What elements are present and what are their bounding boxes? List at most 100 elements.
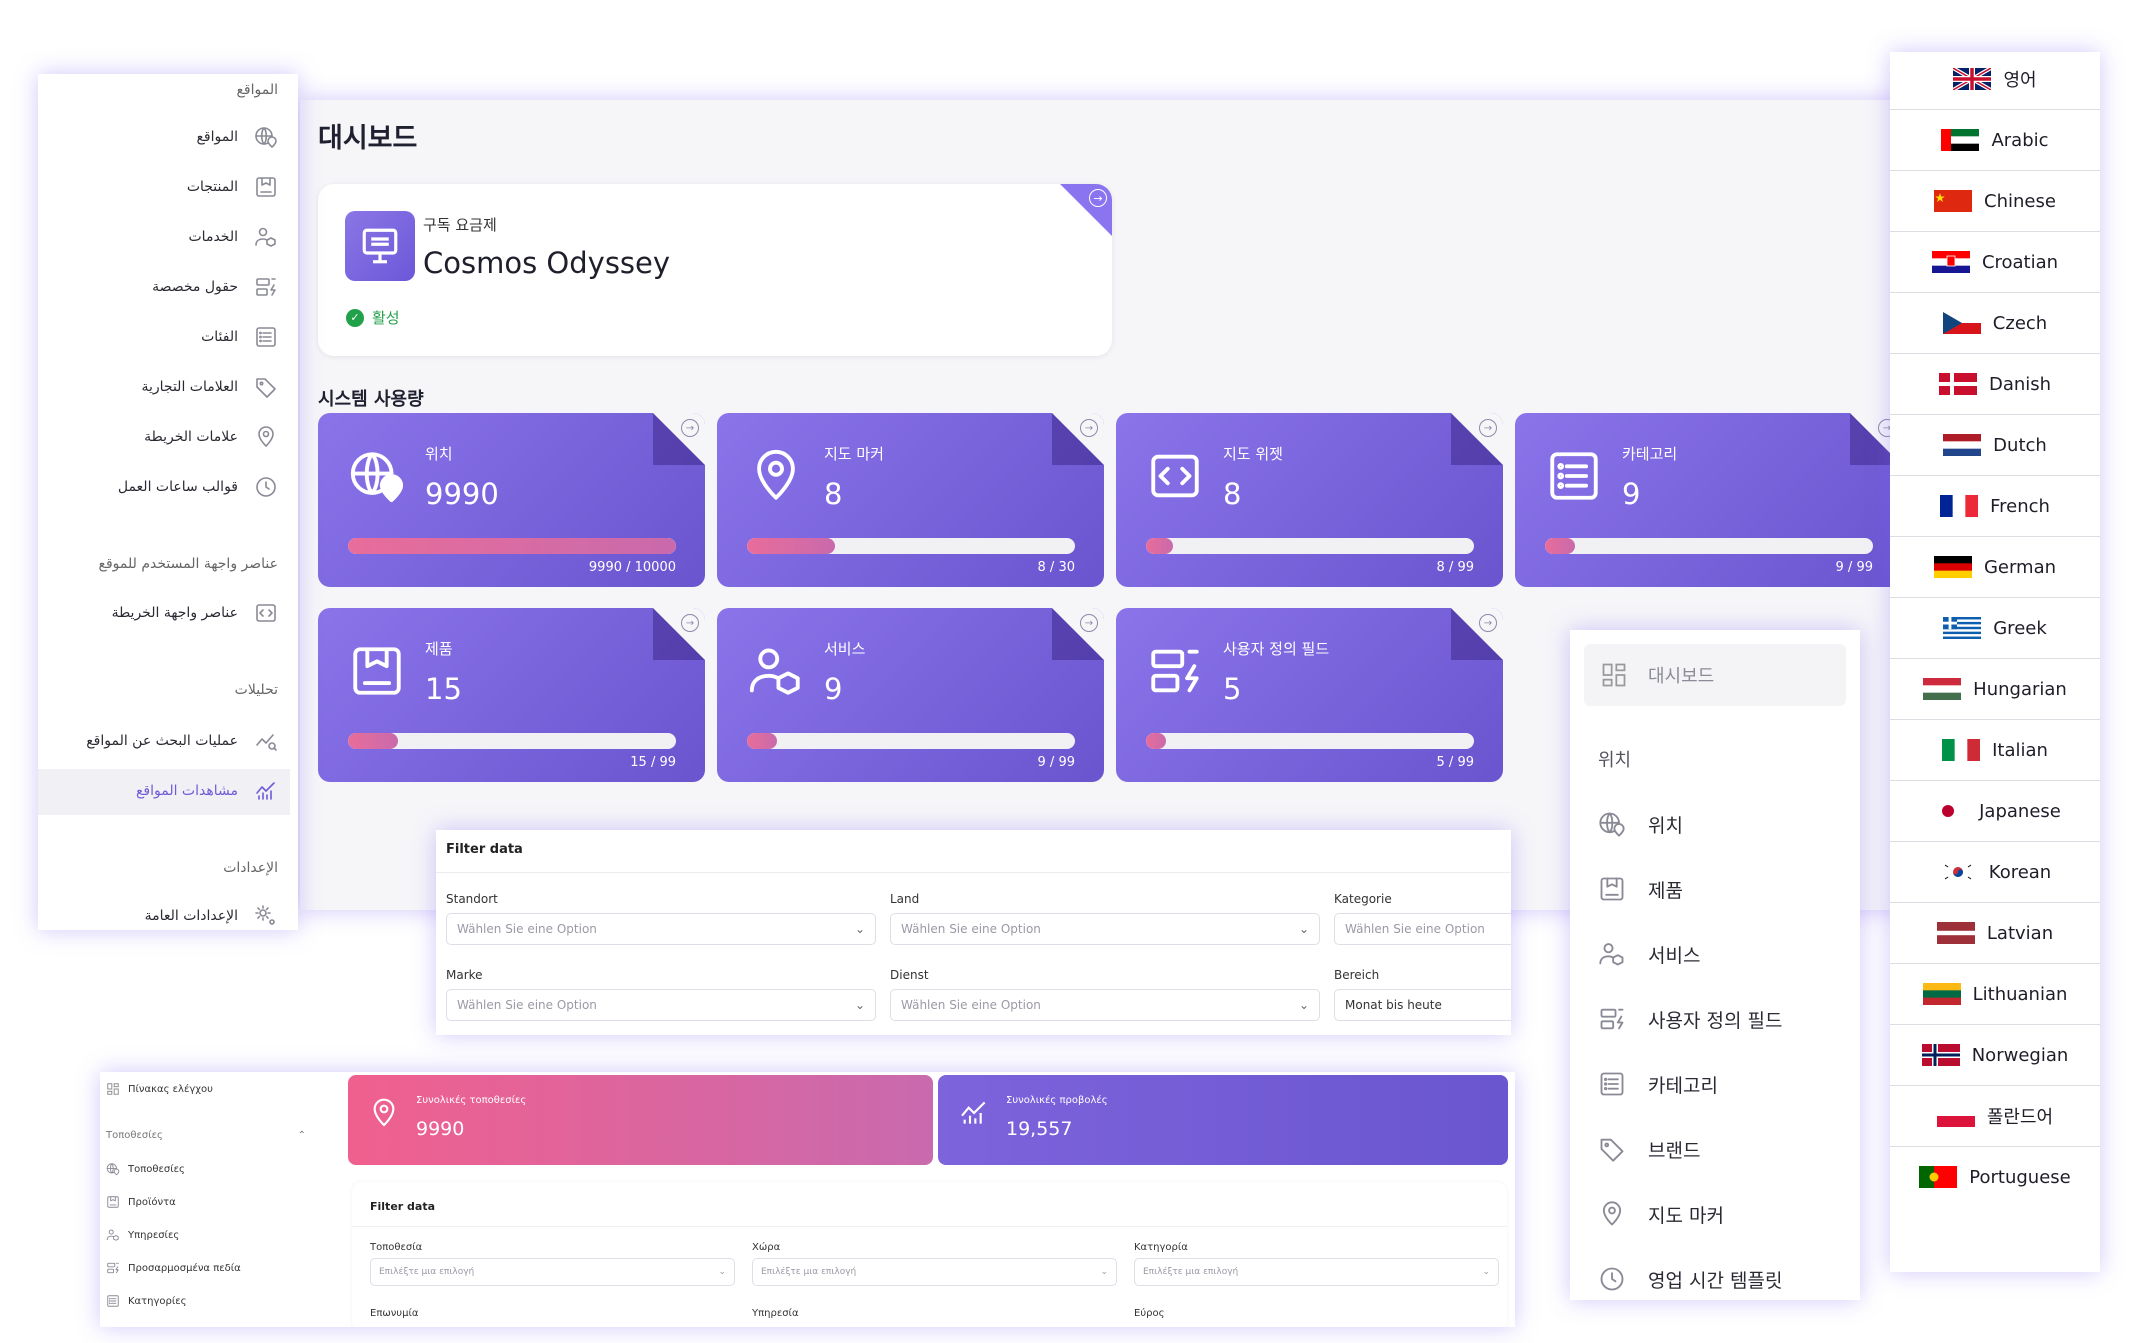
sidebar-item-label: Τοποθεσίες	[128, 1163, 185, 1175]
usage-card[interactable]: → 카테고리 9 9 / 99	[1515, 413, 1902, 587]
open-arrow-icon[interactable]: →	[1479, 614, 1497, 632]
language-selector: 영어 Arabic Chinese Croatian Czech Danish Dutch F…	[1890, 52, 2100, 1272]
usage-card[interactable]: → 지도 마커 8 8 / 30	[717, 413, 1104, 587]
total-views-card: Συνολικές προβολές 19,557	[938, 1075, 1508, 1165]
language-option-italy[interactable]: Italian	[1890, 726, 2100, 774]
language-option-china[interactable]: Chinese	[1890, 177, 2100, 225]
sidebar-item[interactable]: علامات الخريطة	[144, 425, 278, 449]
bereich-select[interactable]: Monat bis heute⌄	[1334, 989, 1511, 1021]
divider	[1890, 597, 2100, 598]
language-option-korea[interactable]: Korean	[1890, 848, 2100, 896]
sidebar-item[interactable]: الفئات	[201, 325, 278, 349]
netherlands-flag-icon	[1943, 434, 1982, 456]
usage-card[interactable]: → 제품 15 15 / 99	[318, 608, 705, 782]
open-arrow-icon[interactable]: →	[1080, 614, 1098, 632]
sidebar-item[interactable]: المنتجات	[187, 175, 278, 199]
open-arrow-icon[interactable]: →	[1479, 419, 1497, 437]
field-label: Bereich	[1334, 968, 1380, 982]
open-arrow-icon[interactable]: →	[1080, 419, 1098, 437]
usage-card[interactable]: → 사용자 정의 필드 5 5 / 99	[1116, 608, 1503, 782]
sidebar-item[interactable]: 지도 마커	[1598, 1200, 1724, 1228]
usage-card[interactable]: → 서비스 9 9 / 99	[717, 608, 1104, 782]
filter-location: Τοποθεσία Επιλέξτε μια επιλογή ⌄	[370, 1242, 735, 1286]
kategorie-select[interactable]: Wählen Sie eine Option⌄	[1334, 913, 1511, 945]
language-option-uae[interactable]: Arabic	[1890, 116, 2100, 164]
sidebar-item[interactable]: Προϊόντα	[106, 1195, 176, 1209]
language-option-lithuania[interactable]: Lithuanian	[1890, 970, 2100, 1018]
sidebar-item-dashboard[interactable]: Πίνακας ελέγχου	[106, 1082, 213, 1096]
sidebar-item[interactable]: 위치	[1598, 810, 1683, 838]
sidebar-item-label: مشاهدات المواقع	[135, 783, 238, 799]
uae-flag-icon	[1941, 129, 1980, 151]
usage-card[interactable]: → 위치 9990 9990 / 10000	[318, 413, 705, 587]
sidebar-item-dashboard[interactable]: 대시보드	[1584, 644, 1846, 706]
language-option-netherlands[interactable]: Dutch	[1890, 421, 2100, 469]
plan-icon	[359, 225, 401, 267]
dienst-select[interactable]: Wählen Sie eine Option ⌄	[890, 989, 1320, 1021]
sidebar-item[interactable]: Κατηγορίες	[106, 1294, 187, 1308]
card-fold	[1451, 608, 1503, 660]
sidebar-item[interactable]: عناصر واجهة الخريطة	[112, 601, 278, 625]
select-placeholder: Wählen Sie eine Option	[457, 998, 597, 1012]
open-plan-arrow-icon[interactable]: →	[1089, 189, 1107, 207]
usage-card[interactable]: → 지도 위젯 8 8 / 99	[1116, 413, 1503, 587]
sidebar-item[interactable]: الإعدادات العامة	[145, 904, 278, 928]
land-select[interactable]: Wählen Sie eine Option ⌄	[890, 913, 1320, 945]
language-option-germany[interactable]: German	[1890, 543, 2100, 591]
total-locations-card: Συνολικές τοποθεσίες 9990	[348, 1075, 933, 1165]
open-arrow-icon[interactable]: →	[681, 614, 699, 632]
marke-select[interactable]: Wählen Sie eine Option ⌄	[446, 989, 876, 1021]
country-select[interactable]: Επιλέξτε μια επιλογή ⌄	[752, 1258, 1117, 1286]
language-option-uk[interactable]: 영어	[1890, 55, 2100, 103]
chevron-down-icon: ⌄	[1298, 998, 1309, 1012]
sidebar-item[interactable]: قوالب ساعات العمل	[118, 475, 278, 499]
language-option-hungary[interactable]: Hungarian	[1890, 665, 2100, 713]
category-select[interactable]: Επιλέξτε μια επιλογή ⌄	[1134, 1258, 1499, 1286]
language-option-norway[interactable]: Norwegian	[1890, 1031, 2100, 1079]
lithuania-flag-icon	[1922, 983, 1961, 1005]
sidebar-item[interactable]: المواقع	[196, 125, 278, 149]
sidebar-item[interactable]: مشاهدات المواقع	[136, 779, 278, 803]
language-option-greece[interactable]: Greek	[1890, 604, 2100, 652]
sidebar-item[interactable]: 카테고리	[1598, 1070, 1718, 1098]
sidebar-item[interactable]: Υπηρεσίες	[106, 1228, 179, 1242]
language-option-denmark[interactable]: Danish	[1890, 360, 2100, 408]
globe-pin-icon	[254, 125, 278, 149]
services-icon	[106, 1228, 120, 1242]
language-option-japan[interactable]: Japanese	[1890, 787, 2100, 835]
sidebar-section-locations[interactable]: Τοποθεσίες ⌃	[106, 1130, 306, 1141]
language-option-croatia[interactable]: Croatian	[1890, 238, 2100, 286]
card-value: 5	[1223, 672, 1242, 706]
card-fold	[1052, 608, 1104, 660]
sidebar-item[interactable]: 영업 시간 템플릿	[1598, 1265, 1782, 1293]
sidebar-item[interactable]: عمليات البحث عن المواقع	[86, 729, 278, 753]
card-fold	[653, 413, 705, 465]
sidebar-item[interactable]: العلامات التجارية	[141, 375, 278, 399]
sidebar-item[interactable]: حقول مخصصة	[152, 275, 278, 299]
location-select[interactable]: Επιλέξτε μια επιλογή ⌄	[370, 1258, 735, 1286]
standort-select[interactable]: Wählen Sie eine Option ⌄	[446, 913, 876, 945]
language-option-portugal[interactable]: Portuguese	[1890, 1153, 2100, 1201]
language-option-poland[interactable]: 폴란드어	[1890, 1092, 2100, 1140]
sidebar-item-label: حقول مخصصة	[152, 279, 238, 295]
sidebar-item[interactable]: 제품	[1598, 875, 1683, 903]
sidebar-item[interactable]: 사용자 정의 필드	[1598, 1005, 1782, 1033]
usage-count: 9 / 99	[1835, 560, 1873, 575]
sidebar-section-label: الإعدادات	[223, 860, 278, 876]
portugal-flag-icon	[1919, 1166, 1958, 1188]
language-option-france[interactable]: French	[1890, 482, 2100, 530]
sidebar-item[interactable]: Προσαρμοσμένα πεδία	[106, 1261, 241, 1275]
usage-count: 8 / 99	[1436, 560, 1474, 575]
analytics-icon	[254, 779, 278, 803]
field-label: Dienst	[890, 968, 929, 982]
language-option-czech[interactable]: Czech	[1890, 299, 2100, 347]
sidebar-item[interactable]: 브랜드	[1598, 1135, 1700, 1163]
sidebar-item[interactable]: الخدمات	[189, 225, 279, 249]
language-option-latvia[interactable]: Latvian	[1890, 909, 2100, 957]
field-label: Land	[890, 892, 920, 906]
globe-pin-icon	[348, 447, 406, 505]
sidebar-item[interactable]: 서비스	[1598, 940, 1700, 968]
open-arrow-icon[interactable]: →	[681, 419, 699, 437]
sidebar-item[interactable]: Τοποθεσίες	[106, 1162, 185, 1176]
card-value: 9990	[425, 477, 499, 511]
